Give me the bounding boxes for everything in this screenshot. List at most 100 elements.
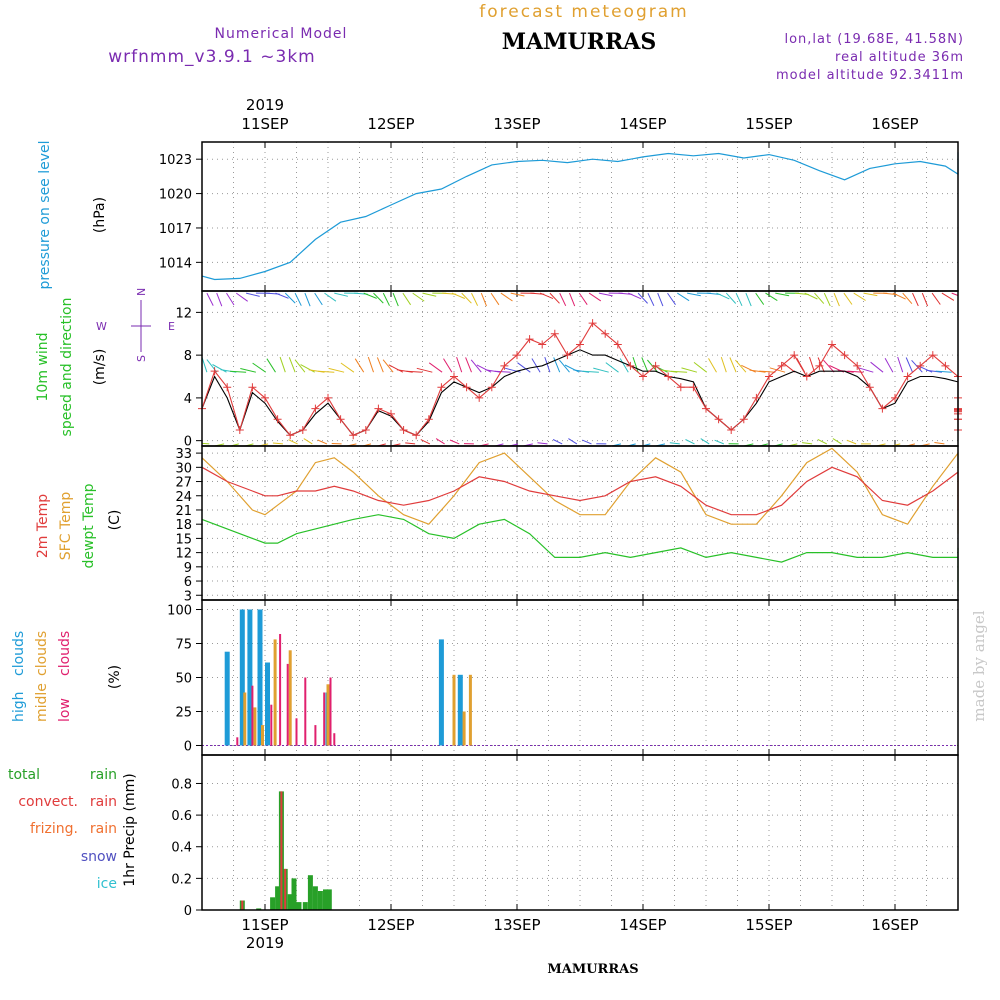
clouds-low: low [57, 698, 73, 722]
wind-speed-marker [765, 372, 773, 381]
wind-arrow [846, 439, 857, 445]
wind-arrow [451, 292, 465, 299]
wind-arrow [558, 359, 570, 373]
wind-arrow [367, 356, 374, 373]
wind-speed-marker [714, 415, 723, 424]
wind-arrow [729, 357, 737, 373]
wind-speed-marker [437, 383, 446, 392]
wind-speed-marker [261, 393, 269, 402]
precip-panel: 0 0.2 0.4 0.6 0.8 [171, 754, 959, 919]
pressure-line [201, 152, 959, 281]
wind-speed-marker [865, 383, 874, 392]
bottom-day-label: 15SEP [745, 916, 792, 934]
wind-arrow [252, 362, 266, 373]
wind-arrow [870, 361, 884, 373]
wind-arrow [245, 292, 260, 297]
wind-speed-marker [891, 393, 899, 402]
wind-compass: N S [131, 288, 151, 362]
wind-arrow [804, 292, 818, 300]
wind-arrow [912, 292, 919, 307]
wind-arrow [443, 358, 453, 373]
total-rain-bar [256, 908, 262, 910]
precip-snow: snow [81, 849, 117, 865]
wind-arrow [598, 292, 613, 297]
pressure-panel: 1014 1017 1020 1023 [159, 141, 959, 292]
total-rain-bar [296, 902, 302, 910]
temp-name3: dewpt Temp [81, 483, 97, 568]
wind-speed-marker [639, 372, 647, 381]
wind-speed-marker [210, 367, 219, 376]
wind-ytick-label: 0 [184, 435, 192, 450]
precip-convect: convect. [18, 794, 78, 810]
wind-speed-marker [324, 393, 332, 402]
wind-arrow [951, 292, 959, 296]
wind-arrow [905, 357, 913, 373]
wind-arrow [700, 438, 710, 445]
clouds-ytick-label: 0 [184, 739, 192, 754]
total-rain-bar [307, 875, 313, 910]
wind-arrow [480, 292, 487, 307]
wind-arrow [449, 439, 460, 445]
wind-arrow [745, 292, 752, 307]
wind-arrow [605, 362, 619, 373]
wind-speed-marker [853, 361, 862, 370]
wind-direction-arrows [201, 292, 959, 447]
wind-arrow [832, 438, 842, 445]
wind-arrow [921, 292, 929, 307]
wind-speed-marker [475, 393, 484, 402]
temp-unit: (C) [107, 510, 123, 531]
wind-speed-marker [298, 425, 307, 434]
wind-arrow [201, 357, 208, 373]
wind-arrow [317, 439, 328, 445]
wind-arrow [240, 368, 257, 373]
wind-arrow [637, 292, 648, 304]
clouds-ytick-label: 50 [175, 672, 192, 687]
pressure-name: pressure on see level [37, 140, 53, 289]
wind-speed-marker [336, 415, 345, 424]
wind-arrow [941, 292, 955, 301]
total-rain-bar [317, 891, 323, 910]
compass-n: N [135, 288, 148, 296]
compass-s: S [135, 355, 148, 362]
temp-ytick-label: 24 [175, 490, 192, 505]
wind-arrow [902, 292, 913, 305]
wind-arrow [382, 359, 394, 373]
wind-arrow [892, 292, 906, 300]
high-cloud-bar [438, 639, 444, 746]
wind-speed-marker [550, 329, 559, 338]
high-cloud-bar [457, 674, 463, 746]
wind-speed-marker [487, 383, 496, 392]
wind-arrow [416, 367, 433, 373]
wind-speed-marker [563, 351, 572, 360]
sfc-temp-line [201, 447, 959, 534]
total-rain-bar [312, 886, 318, 910]
precip-frizing-rain: rain [90, 821, 117, 837]
wind-speed-marker [588, 319, 597, 328]
wind-name1: 10m wind [35, 332, 51, 401]
midle-cloud-bar [326, 684, 330, 746]
wind-arrow [461, 292, 472, 304]
wind-speed-marker [815, 361, 824, 370]
precip-ytick-label: 0.4 [171, 841, 192, 856]
precip-ytick-label: 0.8 [171, 777, 192, 792]
clouds-middle: midle [34, 683, 50, 722]
top-day-label: 11SEP [241, 115, 288, 133]
wind-speed-marker [399, 425, 408, 434]
top-day-label: 16SEP [871, 115, 918, 133]
top-day-label: 12SEP [367, 115, 414, 133]
wind-arrow [388, 364, 404, 373]
wind-arrow [833, 292, 840, 307]
wind-arrow [714, 439, 724, 445]
top-day-label: 13SEP [493, 115, 540, 133]
wind-arrow [236, 292, 248, 302]
wind-unit: (m/s) [92, 349, 108, 386]
wind-speed-line [201, 322, 959, 436]
wind-arrow [582, 370, 599, 373]
low-cloud-bar [270, 704, 273, 746]
wind-arrow [693, 362, 708, 373]
wind-speed-marker [651, 361, 660, 370]
wind-arrow [759, 370, 776, 373]
wind-arrow [823, 292, 831, 307]
wind-arrow [201, 442, 210, 445]
wind-arrow [632, 356, 639, 373]
